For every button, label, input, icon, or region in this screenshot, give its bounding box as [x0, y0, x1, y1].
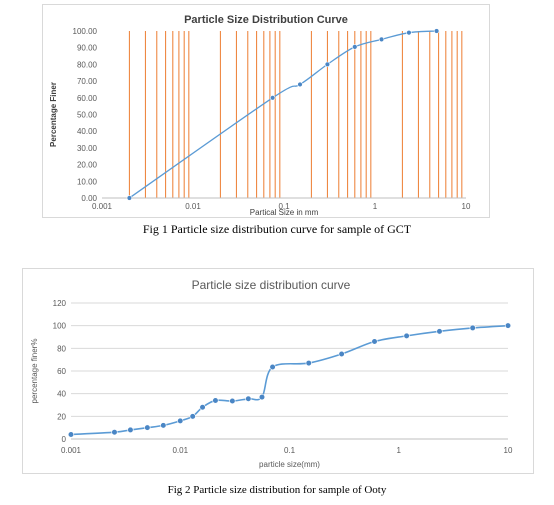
data-point [144, 424, 151, 431]
y-tick-label: 90.00 [77, 44, 98, 53]
y-tick-label: 30.00 [77, 144, 98, 153]
y-tick-label: 20 [57, 412, 66, 421]
data-point [126, 195, 133, 201]
data-point [469, 324, 476, 332]
chart-gct-svg: Particle Size Distribution Curve0.0010.0… [49, 14, 471, 217]
x-axis-label: Partical Size in mm [250, 208, 319, 217]
y-tick-label: 50.00 [77, 111, 98, 120]
y-tick-label: 100 [53, 322, 67, 331]
x-tick-label: 0.1 [284, 446, 296, 455]
x-tick-label: 0.001 [61, 446, 82, 455]
y-tick-label: 80 [57, 344, 66, 353]
data-point [111, 429, 118, 436]
x-tick-label: 0.001 [92, 202, 113, 211]
caption-fig2: Fig 2 Particle size distribution for sam… [167, 484, 387, 496]
data-point [258, 393, 266, 401]
series-line [129, 30, 437, 199]
data-point [406, 29, 412, 36]
data-point [269, 95, 276, 101]
y-tick-label: 40.00 [77, 127, 98, 136]
x-tick-label: 10 [462, 202, 471, 211]
data-point [177, 417, 184, 424]
chart-ooty-svg: Particle size distribution curve 0 20 40 60 8… [30, 278, 513, 469]
y-tick-label: 20.00 [77, 161, 98, 170]
chart-title: Particle Size Distribution Curve [184, 14, 348, 26]
x-tick-label: 10 [504, 446, 513, 455]
data-point [504, 322, 512, 329]
data-point [229, 397, 236, 405]
y-tick-label: 70.00 [77, 77, 98, 86]
chart-ooty: Particle size distribution curve 0 20 40 60 8… [22, 268, 534, 474]
data-point [433, 28, 440, 34]
series-line [70, 324, 509, 436]
x-tick-label: 1 [373, 202, 378, 211]
y-axis-label: Percentage Finer [49, 82, 58, 147]
y-tick-label: 120 [53, 299, 67, 308]
x-axis-label: particle size(mm) [259, 460, 320, 469]
x-tick-label: 0.01 [185, 202, 201, 211]
y-tick-label: 100.00 [73, 27, 98, 36]
data-point [352, 44, 358, 50]
y-tick-label: 60 [57, 367, 66, 376]
y-tick-label: 40 [57, 390, 66, 399]
y-tick-label: 80.00 [77, 60, 98, 69]
y-tick-label: 0 [62, 435, 67, 444]
data-point [378, 36, 385, 43]
y-tick-label: 10.00 [77, 177, 98, 186]
data-point [269, 363, 276, 371]
y-tick-label: 60.00 [77, 94, 98, 103]
data-point [160, 422, 167, 429]
data-point [338, 350, 345, 358]
data-point [436, 328, 443, 335]
data-point [212, 397, 219, 404]
data-point [305, 359, 312, 367]
data-point [371, 338, 378, 345]
data-point [245, 395, 252, 402]
y-tick-label: 0.00 [81, 194, 97, 203]
data-point [403, 332, 410, 339]
y-axis-label: percentage finer% [30, 339, 39, 404]
data-point [324, 61, 331, 68]
x-tick-label: 0.01 [172, 446, 188, 455]
chart-title: Particle size distribution curve [192, 278, 351, 292]
data-point [297, 81, 303, 88]
chart-gct: Particle Size Distribution Curve 0.00 10.0… [42, 4, 490, 218]
x-tick-label: 0.1 [278, 202, 290, 211]
x-tick-label: 1 [397, 446, 402, 455]
data-point [199, 404, 206, 411]
data-point [127, 426, 134, 434]
caption-fig1: Fig 1 Particle size distribution curve f… [142, 222, 412, 236]
data-point [67, 431, 75, 438]
data-point [189, 413, 196, 420]
